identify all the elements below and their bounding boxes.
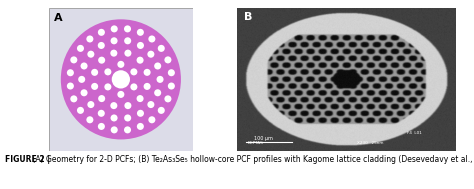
Circle shape <box>110 102 118 109</box>
Circle shape <box>86 36 93 43</box>
Circle shape <box>98 110 105 117</box>
Circle shape <box>148 36 155 43</box>
Circle shape <box>98 123 105 130</box>
Circle shape <box>110 114 118 122</box>
Circle shape <box>110 37 118 44</box>
Circle shape <box>111 126 118 133</box>
Circle shape <box>148 116 155 123</box>
Circle shape <box>130 68 137 75</box>
Text: A: A <box>55 13 63 23</box>
Circle shape <box>154 62 161 70</box>
Circle shape <box>104 68 111 75</box>
Circle shape <box>158 45 165 52</box>
Circle shape <box>164 56 172 64</box>
Circle shape <box>81 89 88 96</box>
Circle shape <box>67 69 74 76</box>
Circle shape <box>91 83 98 90</box>
Circle shape <box>147 101 155 108</box>
Text: X230   25nm: X230 25nm <box>357 141 383 146</box>
Circle shape <box>144 69 151 76</box>
Circle shape <box>147 51 155 58</box>
Circle shape <box>164 95 172 102</box>
Circle shape <box>112 70 130 88</box>
Circle shape <box>124 50 131 57</box>
Circle shape <box>137 42 144 49</box>
Text: (A) Geometry for 2-D PCFs; (B) Te₂As₃Se₅ hollow-core PCF profiles with Kagome la: (A) Geometry for 2-D PCFs; (B) Te₂As₃Se₅… <box>30 155 474 164</box>
Text: FIGURE 2 |: FIGURE 2 | <box>5 155 50 164</box>
Circle shape <box>81 62 88 70</box>
Circle shape <box>118 61 124 68</box>
Circle shape <box>87 101 94 108</box>
Circle shape <box>77 107 84 114</box>
Circle shape <box>61 19 181 139</box>
Circle shape <box>124 102 131 109</box>
Circle shape <box>154 89 161 96</box>
Text: B: B <box>244 12 252 22</box>
Circle shape <box>70 95 77 102</box>
Circle shape <box>124 25 131 33</box>
Circle shape <box>86 116 93 123</box>
Circle shape <box>98 42 105 49</box>
Circle shape <box>144 83 151 90</box>
Circle shape <box>168 83 175 90</box>
Circle shape <box>78 76 85 83</box>
Circle shape <box>111 25 118 33</box>
Circle shape <box>70 56 77 64</box>
Circle shape <box>137 95 144 102</box>
Circle shape <box>98 29 105 36</box>
Circle shape <box>67 83 74 90</box>
Circle shape <box>158 107 165 114</box>
Circle shape <box>137 29 144 36</box>
Circle shape <box>87 51 94 58</box>
Circle shape <box>118 91 124 98</box>
Circle shape <box>168 69 175 76</box>
Text: DEPTAS: DEPTAS <box>248 141 264 146</box>
Circle shape <box>137 123 144 130</box>
Circle shape <box>137 57 144 64</box>
Circle shape <box>156 76 164 83</box>
Circle shape <box>110 50 118 57</box>
Circle shape <box>124 126 131 133</box>
Circle shape <box>124 114 131 122</box>
Circle shape <box>98 95 105 102</box>
Text: 100 µm: 100 µm <box>255 136 273 141</box>
Circle shape <box>130 83 137 90</box>
Text: F4  L01: F4 L01 <box>407 131 422 135</box>
Circle shape <box>77 45 84 52</box>
Circle shape <box>91 69 98 76</box>
Circle shape <box>124 37 131 44</box>
Circle shape <box>98 57 105 64</box>
Circle shape <box>137 110 144 117</box>
Circle shape <box>104 83 111 90</box>
